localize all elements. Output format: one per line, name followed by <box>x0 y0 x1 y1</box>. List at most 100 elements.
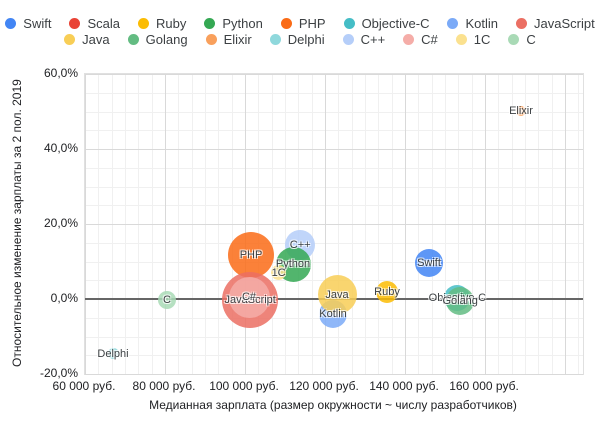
plot-area: Delphi C C++ PHP Python 1C JavaScript C# Kotlin J… <box>84 73 584 375</box>
legend-dot-ruby <box>137 18 149 29</box>
legend-label: 1C <box>473 32 491 47</box>
legend-dot-golang <box>127 34 139 45</box>
legend-dot-kotlin <box>447 18 459 29</box>
bubble-label-c: C <box>163 293 171 306</box>
bubble-label-python: Python <box>275 258 311 271</box>
bubble-swift[interactable] <box>415 249 443 278</box>
h-major-gridline <box>85 74 583 75</box>
legend-label: Swift <box>23 16 52 31</box>
bubble-elixir[interactable] <box>516 106 526 117</box>
h-minor-gridline <box>85 168 583 169</box>
legend-item-python: Python <box>204 16 263 31</box>
bubble-label-1c: 1C <box>271 266 286 279</box>
legend-dot-java <box>64 34 76 45</box>
x-tick-140000: 140 000 руб. <box>369 379 439 393</box>
h-minor-gridline <box>85 112 583 113</box>
bubble-delphi[interactable] <box>107 348 119 360</box>
h-minor-gridline <box>85 337 583 338</box>
bubble-label-swift: Swift <box>417 257 441 270</box>
legend-item-php: PHP <box>280 16 326 31</box>
legend-item-c: C <box>508 32 536 47</box>
y-tick-0: 0,0% <box>50 291 78 305</box>
x-axis-title: Медианная зарплата (размер окружности ~ … <box>149 398 517 412</box>
legend-item-java: Java <box>64 32 110 47</box>
legend-item-swift: Swift <box>5 16 51 31</box>
legend-label: C++ <box>360 32 386 47</box>
x-tick-160000: 160 000 руб. <box>449 379 519 393</box>
h-minor-gridline <box>85 93 583 94</box>
legend-item-1c: 1C <box>455 32 491 47</box>
h-minor-gridline <box>85 262 583 263</box>
x-tick-60000: 60 000 руб. <box>52 379 116 393</box>
legend-label: Scala <box>87 16 120 31</box>
bubble-label-delphi: Delphi <box>97 347 129 360</box>
h-minor-gridline <box>85 205 583 206</box>
legend-dot-elixir <box>205 34 217 45</box>
h-minor-gridline <box>85 243 583 244</box>
legend-label: Java <box>82 32 110 47</box>
h-major-gridline <box>85 374 583 375</box>
bubble-label-csharp: C# <box>241 291 257 304</box>
bubble-label-java: Java <box>325 288 349 301</box>
bubble-c[interactable] <box>158 290 176 309</box>
legend-label: Kotlin <box>465 16 499 31</box>
bubble-label-ruby: Ruby <box>374 285 400 298</box>
legend-label: Elixir <box>223 32 252 47</box>
legend-label: C <box>526 32 536 47</box>
legend-item-kotlin: Kotlin <box>447 16 498 31</box>
y-tick--20: -20,0% <box>39 366 78 380</box>
legend-item-cpp: C++ <box>342 32 386 47</box>
bubble-label-kotlin: Kotlin <box>319 307 347 320</box>
y-tick-40: 40,0% <box>43 141 78 155</box>
legend-label: Golang <box>145 32 188 47</box>
legend-item-objective-c: Objective-C <box>343 16 430 31</box>
legend-label: C# <box>421 32 438 47</box>
legend-dot-scala <box>69 18 81 29</box>
legend-item-ruby: Ruby <box>137 16 186 31</box>
legend-dot-c <box>508 34 520 45</box>
legend-item-elixir: Elixir <box>205 32 252 47</box>
bubble-label-elixir: Elixir <box>509 105 533 118</box>
x-tick-80000: 80 000 руб. <box>132 379 196 393</box>
legend-dot-csharp <box>403 34 415 45</box>
legend-item-scala: Scala <box>69 16 120 31</box>
h-minor-gridline <box>85 187 583 188</box>
bubble-java[interactable] <box>317 275 357 315</box>
legend-row: Java Golang Elixir Delphi C++ C# 1C C <box>64 32 536 47</box>
chart-legend: Swift Scala Ruby Python PHP Objective-C Kotlin… <box>0 16 600 47</box>
bubble-golang[interactable] <box>446 286 475 315</box>
h-minor-gridline <box>85 355 583 356</box>
bubble-php[interactable] <box>228 232 274 279</box>
legend-dot-cpp <box>342 34 354 45</box>
x-tick-120000: 120 000 руб. <box>289 379 359 393</box>
y-tick-20: 20,0% <box>43 216 78 230</box>
legend-dot-python <box>204 18 216 29</box>
legend-dot-php <box>280 18 292 29</box>
bubble-label-javascript: JavaScript <box>224 293 276 306</box>
y-tick-60: 60,0% <box>43 66 78 80</box>
h-major-gridline <box>85 224 583 225</box>
legend-item-golang: Golang <box>127 32 188 47</box>
legend-row: Swift Scala Ruby Python PHP Objective-C Kotlin… <box>5 16 595 31</box>
bubble-ruby[interactable] <box>376 280 398 303</box>
bubble-csharp[interactable] <box>228 276 270 318</box>
legend-label: Objective-C <box>361 16 430 31</box>
bubble-label-golang: Golang <box>442 294 478 307</box>
legend-label: JavaScript <box>534 16 595 31</box>
legend-dot-javascript <box>516 18 528 29</box>
bubble-1c[interactable] <box>271 265 287 281</box>
h-major-gridline <box>85 149 583 150</box>
legend-dot-objective-c <box>343 18 355 29</box>
legend-label: Delphi <box>287 32 325 47</box>
legend-label: Python <box>222 16 263 31</box>
legend-dot-1c <box>455 34 467 45</box>
legend-label: PHP <box>298 16 326 31</box>
legend-item-csharp: C# <box>403 32 438 47</box>
legend-item-delphi: Delphi <box>269 32 325 47</box>
legend-dot-delphi <box>269 34 281 45</box>
x-tick-100000: 100 000 руб. <box>209 379 279 393</box>
legend-item-javascript: JavaScript <box>516 16 595 31</box>
bubble-label-php: PHP <box>239 249 263 262</box>
bubble-label-cpp: C++ <box>289 239 311 251</box>
